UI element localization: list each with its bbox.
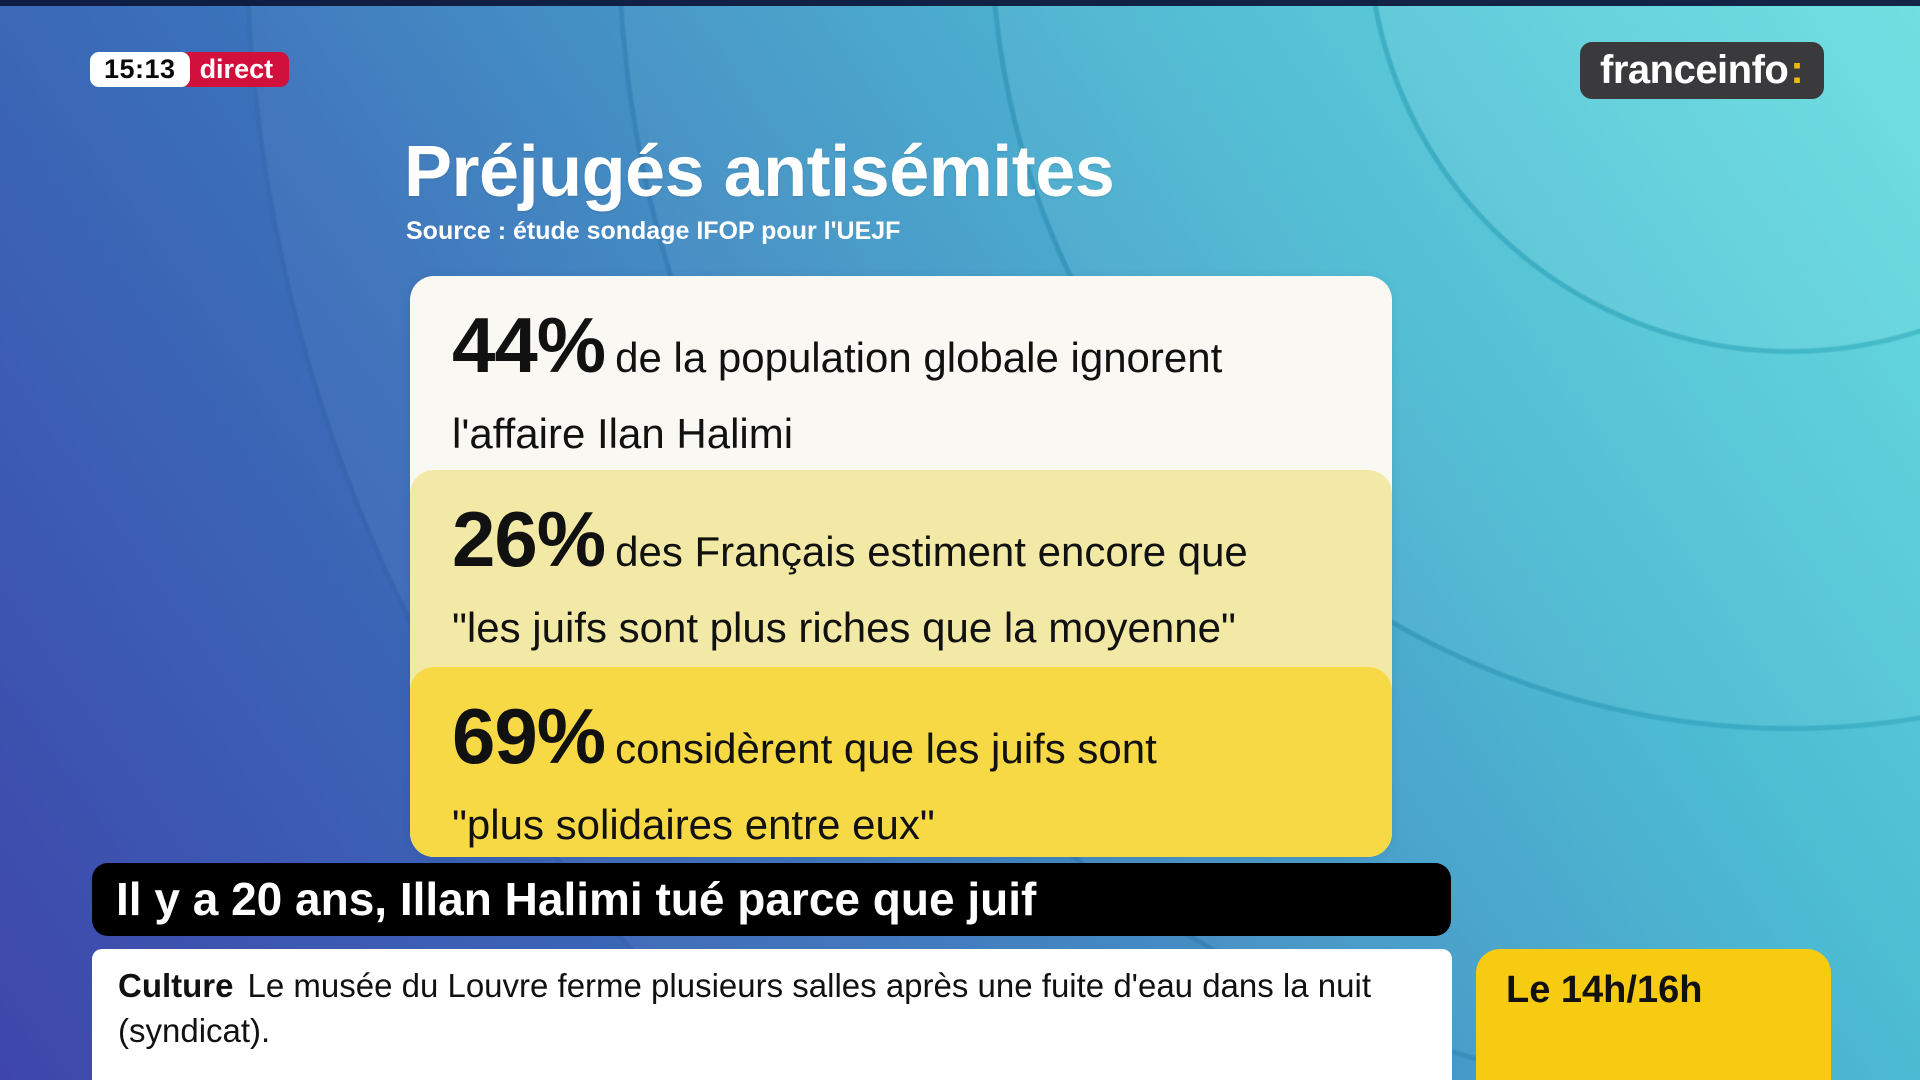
infographic-source: Source : étude sondage IFOP pour l'UEJF	[406, 217, 901, 245]
stat-value: 44%	[452, 301, 606, 389]
stat-text: de la population globale ignorent l'affa…	[452, 334, 1223, 457]
headline-banner: Il y a 20 ans, Illan Halimi tué parce qu…	[92, 863, 1451, 936]
ticker-category: Culture	[118, 967, 234, 1004]
channel-logo-colon-icon: :	[1790, 48, 1804, 92]
stat-value: 69%	[452, 692, 606, 780]
clock-time: 15:13	[104, 54, 176, 84]
stat-card-44: 44% de la population globale ignorent l'a…	[410, 276, 1392, 470]
channel-logo: franceinfo :	[1580, 42, 1824, 99]
top-edge-strip	[0, 0, 1920, 6]
channel-logo-text: franceinfo	[1600, 48, 1789, 92]
live-label: direct	[199, 54, 274, 84]
headline-text: Il y a 20 ans, Illan Halimi tué parce qu…	[116, 873, 1037, 925]
program-box: Le 14h/16h	[1476, 949, 1831, 1080]
stat-value: 26%	[452, 495, 606, 583]
news-ticker: Culture Le musée du Louvre ferme plusieur…	[92, 949, 1452, 1080]
infographic-title: Préjugés antisémites	[404, 132, 1115, 212]
live-badge: direct	[179, 52, 290, 87]
time-live-badge: 15:13 direct	[90, 52, 290, 87]
clock: 15:13	[90, 52, 190, 87]
ticker-text: Le musée du Louvre ferme plusieurs salle…	[118, 967, 1371, 1049]
program-label: Le 14h/16h	[1506, 969, 1703, 1011]
stat-card-69: 69% considèrent que les juifs sont "plus …	[410, 667, 1392, 857]
stat-text: considèrent que les juifs sont "plus sol…	[452, 725, 1157, 848]
stats-stack: 44% de la population globale ignorent l'a…	[410, 276, 1392, 857]
stat-text: des Français estiment encore que "les ju…	[452, 528, 1248, 651]
